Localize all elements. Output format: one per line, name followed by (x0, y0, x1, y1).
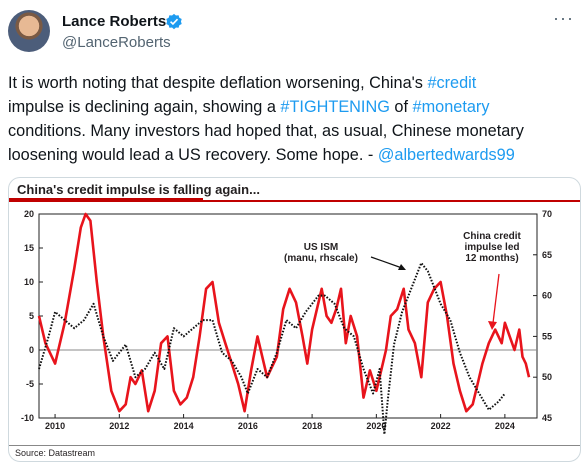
x-tick-label: 2022 (431, 421, 451, 431)
title-rule (9, 200, 580, 202)
hashtag-credit[interactable]: #credit (427, 74, 477, 92)
user-handle[interactable]: @LanceRoberts (62, 34, 171, 51)
y-right-tick-label: 45 (542, 413, 552, 423)
y-right-tick-label: 55 (542, 331, 552, 341)
x-tick-label: 2018 (302, 421, 322, 431)
x-tick-label: 2010 (45, 421, 65, 431)
y-right-tick-label: 50 (542, 372, 552, 382)
more-options-icon[interactable]: ··· (553, 8, 574, 28)
hashtag-tightening[interactable]: #TIGHTENING (280, 98, 390, 116)
x-tick-label: 2020 (366, 421, 386, 431)
annotation-arrow-china (492, 273, 500, 324)
y-left-tick-label: 20 (24, 209, 34, 219)
annotation-arrowhead-china (488, 321, 497, 330)
tweet-text-part: impulse is declining again, showing a (8, 98, 281, 116)
y-left-tick-label: 0 (29, 345, 34, 355)
tweet-text-part: It is worth noting that despite deflatio… (8, 74, 428, 92)
mention-link[interactable]: @albertedwards99 (377, 146, 515, 164)
x-tick-label: 2024 (495, 421, 515, 431)
tweet-text: It is worth noting that despite deflatio… (8, 71, 580, 167)
chart-source: Source: Datastream (15, 448, 96, 458)
annotation-arrowhead-ism (398, 264, 406, 270)
x-tick-label: 2014 (174, 421, 194, 431)
title-rule-accent (9, 198, 203, 202)
y-right-tick-label: 65 (542, 250, 552, 260)
annotation-arrow-ism (370, 256, 403, 269)
y-left-tick-label: 15 (24, 243, 34, 253)
tweet-text-part: loosening would lead a US recovery. Some… (8, 146, 378, 164)
verified-badge-icon (166, 13, 182, 30)
y-left-tick-label: -10 (21, 413, 34, 423)
y-left-tick-label: 5 (29, 311, 34, 321)
hashtag-monetary[interactable]: #monetary (412, 98, 490, 116)
y-left-tick-label: 10 (24, 277, 34, 287)
tweet-text-part: of (389, 98, 413, 116)
series-line-china-credit (37, 212, 531, 413)
x-tick-label: 2016 (238, 421, 258, 431)
annotation-us-ism: US ISM (manu, rhscale) (284, 242, 358, 264)
y-right-tick-label: 60 (542, 291, 552, 301)
plot-frame (38, 213, 538, 419)
annotation-china-credit: China credit impulse led 12 months) (463, 231, 521, 264)
chart-title: China's credit impulse is falling again.… (17, 182, 260, 197)
tweet-text-part: conditions. Many investors had hoped tha… (8, 122, 524, 140)
y-left-tick-label: -5 (26, 379, 34, 389)
display-name[interactable]: Lance Roberts (62, 13, 167, 30)
chart-image[interactable]: China's credit impulse is falling again.… (8, 177, 581, 462)
avatar[interactable] (8, 10, 50, 52)
x-tick-label: 2012 (109, 421, 129, 431)
y-right-tick-label: 70 (542, 209, 552, 219)
source-rule (9, 445, 580, 446)
